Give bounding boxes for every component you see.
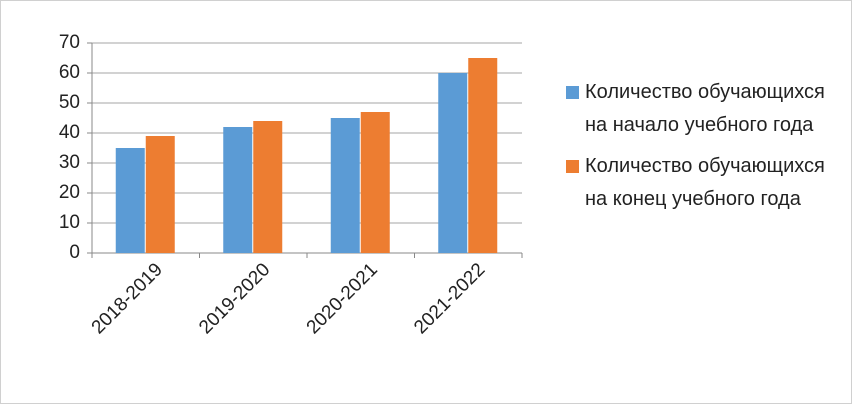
- legend-entry: Количество обучающихся на начало учебног…: [566, 76, 836, 142]
- bar: [253, 121, 283, 253]
- x-tick-label: 2018-2019: [88, 259, 167, 338]
- y-tick-label: 70: [59, 32, 80, 53]
- y-tick-label: 20: [59, 182, 80, 203]
- y-tick-label: 10: [59, 212, 80, 233]
- bar: [360, 112, 390, 253]
- legend-swatch: [566, 160, 579, 173]
- legend-entry: Количество обучающихся на конец учебного…: [566, 150, 836, 216]
- bar: [330, 118, 360, 253]
- bar: [223, 127, 253, 253]
- bar: [468, 58, 498, 253]
- legend-swatch: [566, 86, 579, 99]
- bar: [115, 148, 145, 253]
- y-tick-label: 40: [59, 122, 80, 143]
- legend: Количество обучающихся на начало учебног…: [566, 76, 836, 224]
- bar: [145, 136, 175, 253]
- x-tick-label: 2021-2022: [410, 259, 489, 338]
- legend-label: Количество обучающихся на конец учебного…: [585, 155, 825, 210]
- y-tick-label: 50: [59, 92, 80, 113]
- y-tick-label: 0: [69, 242, 80, 263]
- x-tick-label: 2020-2021: [303, 259, 382, 338]
- x-tick-label: 2019-2020: [195, 259, 274, 338]
- bar: [438, 73, 468, 253]
- y-tick-label: 30: [59, 152, 80, 173]
- legend-label: Количество обучающихся на начало учебног…: [585, 81, 825, 136]
- y-tick-label: 60: [59, 62, 80, 83]
